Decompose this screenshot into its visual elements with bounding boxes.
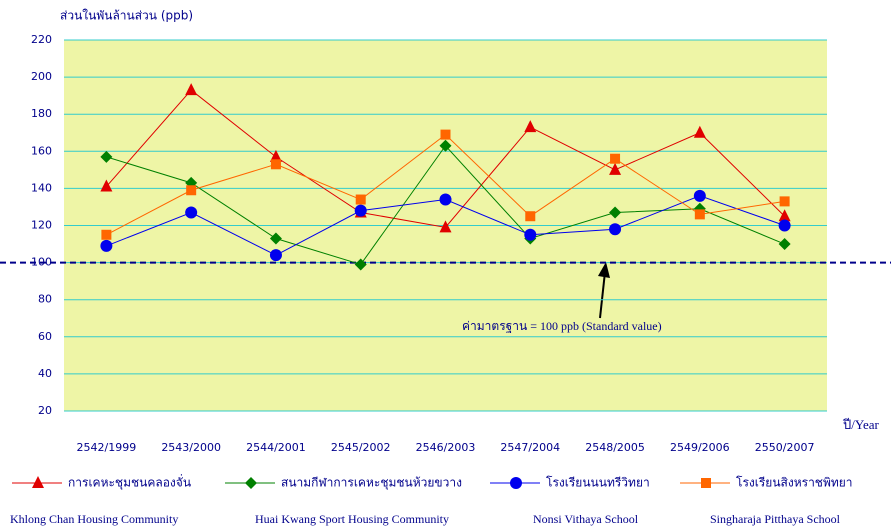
marker (440, 129, 451, 140)
legend-label: โรงเรียนสิงหราชพิทยา (736, 476, 853, 490)
marker (694, 209, 705, 220)
y-tick-label: 20 (38, 404, 52, 417)
marker (354, 258, 367, 271)
marker (245, 477, 257, 489)
marker (610, 153, 621, 164)
y-tick-label: 160 (31, 144, 52, 157)
marker (101, 229, 112, 240)
marker (269, 232, 282, 245)
marker (609, 162, 622, 175)
marker (609, 223, 622, 236)
x-tick-label: 2548/2005 (585, 441, 645, 454)
marker (439, 220, 452, 233)
x-axis-label: ปี/Year (842, 417, 880, 432)
marker (32, 476, 44, 488)
x-tick-label: 2545/2002 (331, 441, 391, 454)
marker (525, 211, 536, 222)
legend-label-en: Khlong Chan Housing Community (10, 512, 178, 526)
x-tick-label: 2547/2004 (500, 441, 560, 454)
marker (693, 125, 706, 138)
marker (185, 83, 198, 96)
annotation-arrow (599, 271, 606, 319)
marker (270, 159, 281, 170)
y-tick-label: 60 (38, 330, 52, 343)
x-tick-label: 2549/2006 (670, 441, 730, 454)
marker (524, 120, 537, 133)
marker (100, 179, 113, 192)
x-tick-label: 2543/2000 (161, 441, 221, 454)
legend-label-en: Nonsi Vithaya School (533, 512, 639, 526)
y-tick-label: 40 (38, 367, 52, 380)
y-tick-label: 140 (31, 181, 52, 194)
marker (186, 185, 197, 196)
marker (609, 206, 622, 219)
marker (185, 206, 198, 219)
legend-label-en: Huai Kwang Sport Housing Community (255, 512, 449, 526)
y-tick-label: 180 (31, 107, 52, 120)
legend-label: การเคหะชุมชนคลองจั่น (68, 474, 191, 491)
annotation-arrowhead (598, 262, 610, 278)
x-tick-label: 2546/2003 (416, 441, 476, 454)
marker (355, 194, 366, 205)
marker (100, 239, 113, 252)
legend-entry: สนามกีฬาการเคหะชุมชนห้วยขวาง (225, 476, 462, 491)
marker (778, 209, 791, 222)
marker (510, 477, 522, 489)
marker (778, 238, 791, 251)
y-tick-label: 120 (31, 219, 52, 232)
marker (269, 249, 282, 262)
marker (269, 149, 282, 162)
marker (524, 228, 537, 241)
y-tick-label: 200 (31, 70, 52, 83)
y-axis-label: ส่วนในพันล้านส่วน (ppb) (60, 9, 193, 23)
legend-entry: การเคหะชุมชนคลองจั่น (12, 474, 191, 491)
marker (778, 219, 791, 232)
annotation: ค่ามาตรฐาน = 100 ppb (Standard value) (462, 319, 662, 333)
x-tick-label: 2550/2007 (755, 441, 815, 454)
marker (354, 204, 367, 217)
x-tick-label: 2544/2001 (246, 441, 306, 454)
marker (693, 189, 706, 202)
legend-entry: โรงเรียนสิงหราชพิทยา (680, 476, 853, 490)
legend-entry: โรงเรียนนนทรีวิทยา (490, 476, 650, 490)
legend-label: โรงเรียนนนทรีวิทยา (546, 476, 650, 490)
y-tick-label: 220 (31, 33, 52, 46)
marker (779, 196, 790, 207)
y-tick-label: 80 (38, 293, 52, 306)
marker (439, 139, 452, 152)
marker (439, 193, 452, 206)
legend-label-en: Singharaja Pitthaya School (710, 512, 841, 526)
marker (100, 150, 113, 163)
legend-label: สนามกีฬาการเคหะชุมชนห้วยขวาง (281, 476, 462, 491)
marker (701, 478, 711, 488)
x-tick-label: 2542/1999 (77, 441, 137, 454)
